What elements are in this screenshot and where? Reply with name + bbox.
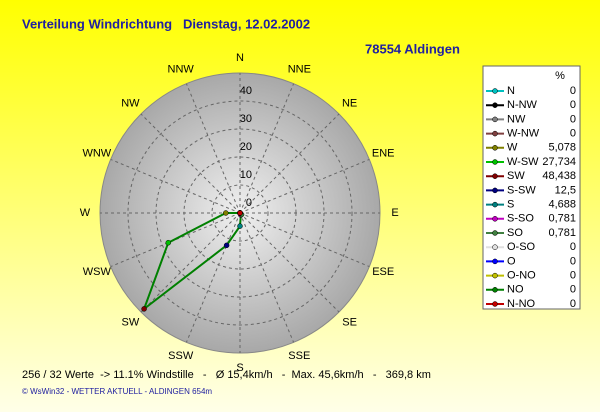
legend-value: 0 [570,99,576,111]
direction-label: S [236,362,243,374]
credit: © WsWin32 - WETTER AKTUELL - ALDINGEN 65… [22,387,212,396]
direction-label: N [236,52,244,64]
legend-value: 0 [570,284,576,296]
legend-label: SW [507,170,525,182]
legend-value: 48,438 [542,170,576,182]
legend-title: % [555,70,565,82]
legend-marker [492,272,498,279]
spoke [185,212,241,343]
r-tick-label: 40 [240,85,252,97]
direction-label: ESE [372,266,394,278]
r-tick-label: 30 [240,113,252,125]
legend-marker [492,287,498,293]
legend-marker [492,301,498,307]
legend-marker [492,102,498,108]
point [165,239,172,246]
direction-label: WNW [82,148,111,160]
spoke [239,212,340,313]
legend-label: S [507,199,514,211]
spoke [239,113,340,214]
legend-marker [492,244,498,250]
grid-ring [127,100,353,326]
legend-label: W-SW [507,156,539,168]
legend-value: 0 [570,255,576,267]
legend-marker [492,216,498,222]
legend-value: 0 [570,241,576,253]
legend-label: O-NO [507,270,536,282]
direction-label: SSW [168,350,194,362]
point [141,306,147,312]
direction-label: WSW [83,266,112,278]
legend-label: SO [507,227,523,239]
legend-label: S-SO [507,213,534,225]
legend-marker [492,187,498,194]
legend-value: 0 [570,113,576,125]
legend-value: 0,781 [548,227,576,239]
spoke [239,212,370,268]
spoke [239,212,295,343]
legend-marker [492,130,498,137]
legend-label: O-SO [507,241,536,253]
chart-title: Verteilung Windrichtung Dienstag, 12.02.… [22,16,310,31]
legend-value: 0 [570,270,576,282]
direction-label: SE [342,317,357,329]
r-tick-label: 0 [246,197,252,209]
legend-marker [492,88,498,94]
legend-marker [492,258,498,265]
spoke [140,113,241,214]
point [237,210,243,216]
legend-label: S-SW [507,184,536,196]
legend-marker [492,230,498,236]
grid-ring [211,184,269,242]
legend-label: N-NO [507,298,536,310]
direction-label: SW [122,317,140,329]
direction-label: ENE [372,148,395,160]
direction-label: SSE [288,350,310,362]
legend-value: 5,078 [548,142,576,154]
spoke [110,212,241,268]
legend-value: 0 [570,85,576,97]
legend-value: 12,5 [555,184,576,196]
spoke [110,158,241,214]
direction-label: NE [342,97,357,109]
direction-label: NNE [288,64,311,76]
r-tick-label: 20 [240,141,252,153]
spoke [185,83,241,214]
legend-marker [492,116,498,123]
legend-label: W-NW [507,128,540,140]
legend-marker [492,201,498,208]
r-tick-label: 10 [240,169,252,181]
legend-value: 0 [570,128,576,140]
point [223,210,229,216]
legend-label: O [507,255,516,267]
legend-value: 4,688 [548,199,576,211]
legend-box [482,65,581,310]
direction-label: W [80,207,91,219]
spoke [239,83,295,214]
legend-marker [492,159,498,165]
direction-label: E [391,207,398,219]
legend-marker [492,173,498,179]
legend-label: NW [507,113,526,125]
chart-subtitle: 78554 Aldingen [365,41,460,56]
legend-label: NO [507,284,524,296]
direction-label: NNW [168,64,195,76]
legend-label: W [507,142,518,154]
footer: 256 / 32 Werte -> 11.1% Windstille - Ø 1… [22,369,431,381]
direction-label: NW [121,97,140,109]
spoke [239,158,370,214]
legend-label: N [507,85,515,97]
legend-label: N-NW [507,99,538,111]
spoke [140,212,241,313]
point [237,223,243,229]
legend-marker [492,145,498,151]
legend-value: 0 [570,298,576,310]
point [223,242,230,249]
legend-value: 0,781 [548,213,576,225]
legend-value: 27,734 [542,156,576,168]
